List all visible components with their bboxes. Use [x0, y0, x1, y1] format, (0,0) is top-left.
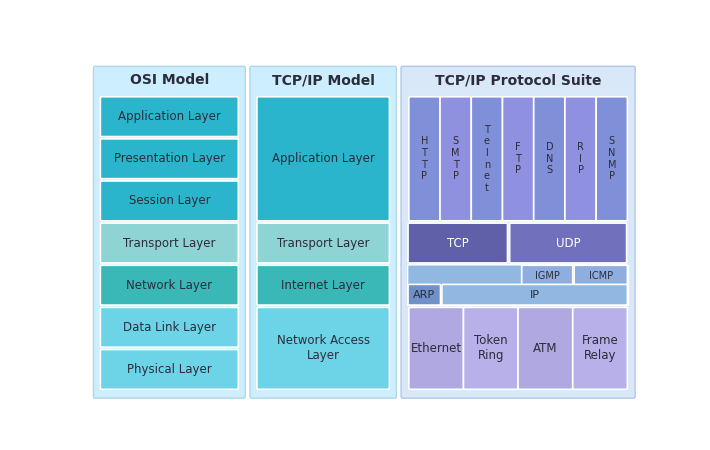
Text: Presentation Layer: Presentation Layer [114, 152, 225, 165]
FancyBboxPatch shape [409, 97, 440, 221]
FancyBboxPatch shape [100, 265, 239, 305]
Text: IP: IP [530, 290, 540, 300]
Text: Transport Layer: Transport Layer [123, 237, 216, 250]
FancyBboxPatch shape [100, 223, 239, 263]
Text: D
N
S: D N S [545, 142, 553, 176]
FancyBboxPatch shape [510, 223, 627, 263]
FancyBboxPatch shape [100, 350, 239, 389]
Text: TCP: TCP [447, 237, 469, 250]
FancyBboxPatch shape [440, 97, 471, 221]
FancyBboxPatch shape [401, 66, 635, 398]
FancyBboxPatch shape [503, 97, 534, 221]
Text: Physical Layer: Physical Layer [127, 363, 212, 376]
Text: IGMP: IGMP [535, 270, 559, 281]
FancyBboxPatch shape [518, 307, 573, 389]
FancyBboxPatch shape [257, 223, 390, 263]
Text: Frame
Relay: Frame Relay [581, 334, 618, 362]
FancyBboxPatch shape [534, 97, 565, 221]
FancyBboxPatch shape [442, 284, 628, 305]
Text: Network Layer: Network Layer [126, 279, 212, 292]
Text: Internet Layer: Internet Layer [281, 279, 365, 292]
Text: Session Layer: Session Layer [129, 194, 210, 207]
Text: Ethernet: Ethernet [410, 342, 462, 355]
Text: F
T
P: F T P [515, 142, 521, 176]
Text: H
T
T
P: H T T P [421, 136, 428, 181]
Text: TCP/IP Protocol Suite: TCP/IP Protocol Suite [435, 73, 601, 87]
Text: ICMP: ICMP [589, 270, 613, 281]
Text: ARP: ARP [413, 290, 435, 300]
FancyBboxPatch shape [257, 265, 390, 305]
FancyBboxPatch shape [565, 97, 596, 221]
Text: TCP/IP Model: TCP/IP Model [272, 73, 375, 87]
Text: T
e
l
n
e
t: T e l n e t [484, 125, 490, 193]
Text: S
N
M
P: S N M P [608, 136, 616, 181]
FancyBboxPatch shape [596, 97, 628, 221]
FancyBboxPatch shape [100, 307, 239, 347]
Text: R
I
P: R I P [577, 142, 584, 176]
FancyBboxPatch shape [257, 97, 390, 221]
FancyBboxPatch shape [471, 97, 503, 221]
FancyBboxPatch shape [464, 307, 518, 389]
Text: Data Link Layer: Data Link Layer [123, 321, 216, 334]
FancyBboxPatch shape [522, 265, 573, 286]
FancyBboxPatch shape [94, 66, 245, 398]
FancyBboxPatch shape [100, 97, 239, 136]
FancyBboxPatch shape [100, 181, 239, 221]
Text: OSI Model: OSI Model [130, 73, 209, 87]
FancyBboxPatch shape [409, 307, 464, 389]
Text: Application Layer: Application Layer [118, 110, 221, 123]
FancyBboxPatch shape [574, 265, 628, 286]
Text: Token
Ring: Token Ring [474, 334, 508, 362]
Text: Network Access
Layer: Network Access Layer [277, 334, 370, 362]
FancyBboxPatch shape [100, 139, 239, 179]
Text: Application Layer: Application Layer [272, 152, 375, 165]
Text: ATM: ATM [533, 342, 557, 355]
Text: S
M
T
P: S M T P [452, 136, 460, 181]
FancyBboxPatch shape [250, 66, 396, 398]
FancyBboxPatch shape [573, 307, 628, 389]
FancyBboxPatch shape [408, 265, 628, 306]
Text: UDP: UDP [556, 237, 581, 250]
FancyBboxPatch shape [408, 223, 508, 263]
Text: Transport Layer: Transport Layer [277, 237, 369, 250]
FancyBboxPatch shape [257, 307, 390, 389]
FancyBboxPatch shape [408, 284, 440, 305]
